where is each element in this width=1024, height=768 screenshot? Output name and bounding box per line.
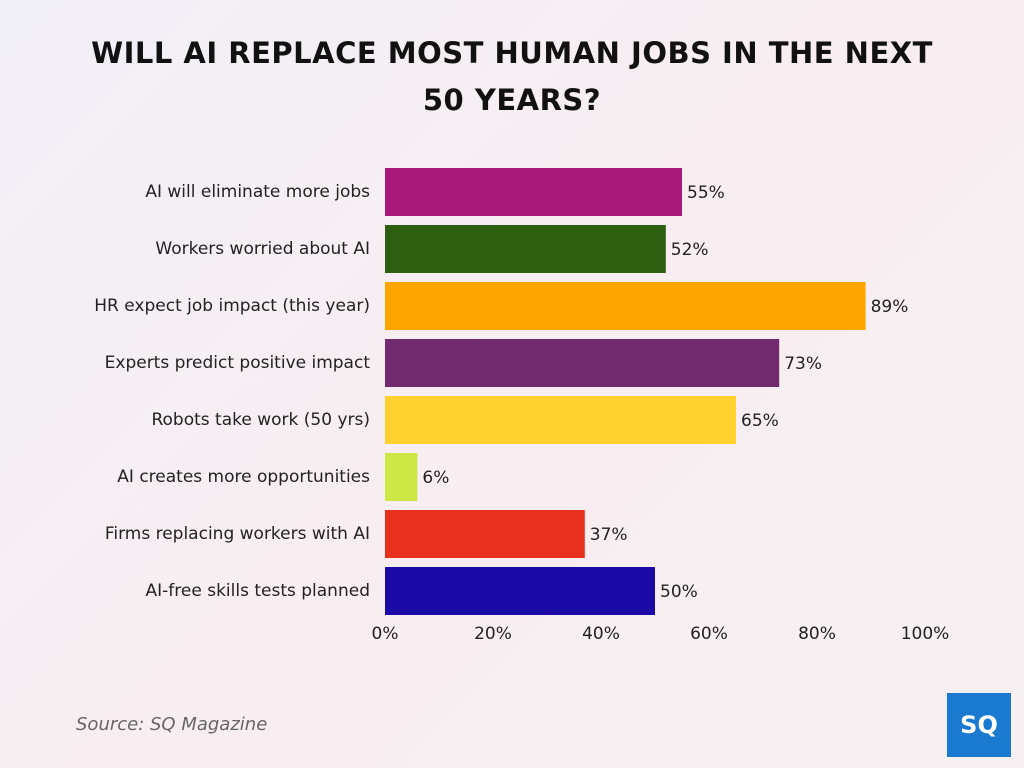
x-tick-label: 60% — [690, 624, 728, 644]
value-label: 89% — [871, 297, 909, 317]
value-label: 50% — [660, 582, 698, 602]
chart-title: WILL AI REPLACE MOST HUMAN JOBS IN THE N… — [91, 36, 933, 117]
y-tick-label: AI-free skills tests planned — [146, 581, 370, 601]
bar — [385, 339, 780, 387]
bar — [385, 453, 418, 501]
logo-box — [947, 693, 1011, 757]
y-tick-label: Workers worried about AI — [155, 239, 370, 259]
x-tick-label: 100% — [901, 624, 950, 644]
y-tick-label: AI will eliminate more jobs — [145, 182, 370, 202]
value-label: 73% — [784, 354, 822, 374]
value-label: 37% — [590, 525, 628, 545]
bar — [385, 510, 585, 558]
value-label: 52% — [671, 240, 709, 260]
x-tick-label: 20% — [474, 624, 512, 644]
value-label: 55% — [687, 183, 725, 203]
y-tick-label: HR expect job impact (this year) — [94, 296, 370, 316]
bar — [385, 282, 866, 330]
bar — [385, 168, 682, 216]
source: Source: SQ Magazine — [76, 714, 267, 735]
value-label: 65% — [741, 411, 779, 431]
bar — [385, 567, 655, 615]
x-tick-label: 40% — [582, 624, 620, 644]
y-tick-label: AI creates more opportunities — [117, 467, 370, 487]
bar — [385, 225, 666, 273]
y-tick-label: Robots take work (50 yrs) — [151, 410, 370, 430]
value-label: 6% — [422, 468, 449, 488]
bar — [385, 396, 736, 444]
logo: SQ — [960, 711, 998, 739]
y-tick-label: Firms replacing workers with AI — [105, 524, 370, 544]
y-tick-label: Experts predict positive impact — [105, 353, 371, 373]
x-tick-label: 0% — [372, 624, 399, 644]
x-tick-label: 80% — [798, 624, 836, 644]
